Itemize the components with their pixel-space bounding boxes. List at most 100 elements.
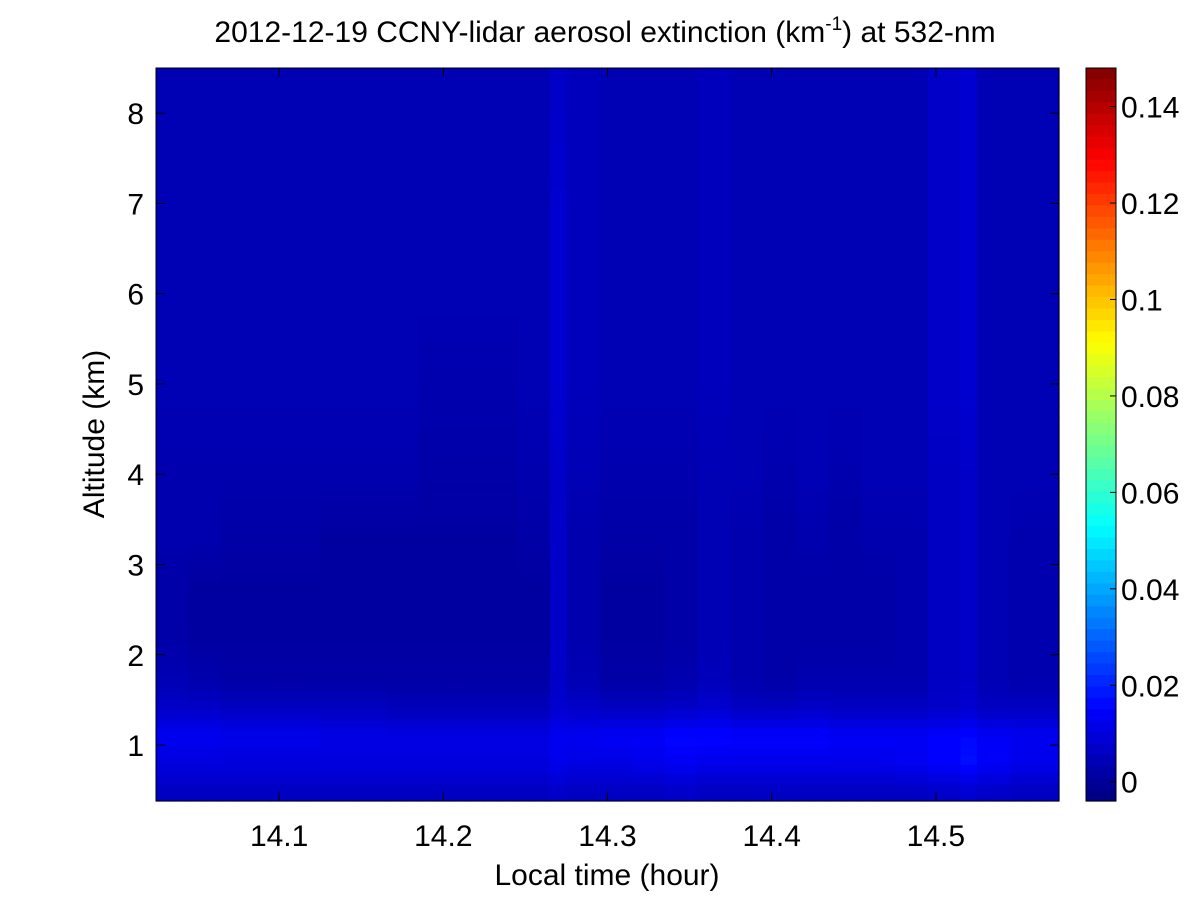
heatmap-cell (664, 645, 682, 655)
heatmap-cell (221, 746, 239, 756)
heatmap-cell (500, 590, 518, 601)
colorbar-segment (1086, 434, 1116, 447)
heatmap-cell (254, 269, 272, 280)
heatmap-cell (861, 397, 879, 408)
heatmap-cell (615, 764, 633, 775)
heatmap-cell (730, 571, 748, 582)
heatmap-cell (582, 755, 600, 765)
heatmap-cell (615, 709, 633, 720)
heatmap-cell (878, 654, 896, 665)
heatmap-cell (369, 370, 387, 381)
heatmap-cell (451, 562, 469, 573)
heatmap-cell (451, 636, 469, 646)
heatmap-cell (451, 718, 469, 729)
heatmap-cell (911, 397, 929, 408)
heatmap-cell (221, 755, 239, 765)
heatmap-cell (582, 223, 600, 234)
heatmap-cell (353, 773, 371, 784)
heatmap-cell (599, 187, 617, 197)
heatmap-cell (845, 122, 863, 133)
heatmap-cell (911, 260, 929, 271)
heatmap-cell (599, 516, 617, 527)
heatmap-cell (435, 333, 453, 344)
heatmap-cell (697, 617, 715, 628)
heatmap-cell (615, 782, 633, 793)
heatmap-cell (500, 95, 518, 106)
heatmap-cell (1009, 95, 1027, 106)
heatmap-cell (878, 645, 896, 655)
heatmap-cell (500, 516, 518, 527)
heatmap-cell (418, 205, 436, 216)
heatmap-cell (1026, 654, 1044, 665)
heatmap-cell (287, 104, 305, 115)
heatmap-cell (664, 461, 682, 472)
heatmap-cell (681, 104, 699, 115)
heatmap-cell (320, 122, 338, 133)
heatmap-cell (287, 168, 305, 179)
heatmap-cell (927, 434, 945, 445)
heatmap-cell (156, 287, 174, 298)
heatmap-cell (796, 516, 814, 527)
heatmap-cell (845, 654, 863, 665)
heatmap-cell (238, 709, 256, 720)
colorbar-segment (1086, 663, 1116, 676)
heatmap-cell (353, 159, 371, 170)
heatmap-cell (369, 718, 387, 729)
heatmap-cell (303, 498, 321, 509)
heatmap-cell (993, 342, 1011, 353)
heatmap-cell (599, 700, 617, 710)
heatmap-cell (615, 342, 633, 353)
heatmap-cell (188, 278, 206, 289)
heatmap-cell (369, 86, 387, 97)
heatmap-cell (205, 260, 223, 271)
heatmap-cell (205, 407, 223, 417)
heatmap-cell (1026, 223, 1044, 234)
heatmap-cell (550, 480, 568, 491)
heatmap-cell (451, 791, 469, 802)
heatmap-cell (681, 562, 699, 573)
heatmap-cell (664, 626, 682, 637)
heatmap-cell (353, 214, 371, 225)
heatmap-cell (156, 242, 174, 252)
heatmap-cell (517, 223, 535, 234)
heatmap-cell (796, 452, 814, 463)
heatmap-cell (385, 232, 403, 243)
heatmap-cell (812, 718, 830, 729)
heatmap-cell (878, 242, 896, 252)
heatmap-cell (829, 306, 847, 316)
heatmap-cell (566, 122, 584, 133)
heatmap-cell (911, 104, 929, 115)
heatmap-cell (303, 287, 321, 298)
heatmap-cell (861, 626, 879, 637)
heatmap-cell (779, 333, 797, 344)
heatmap-cell (976, 581, 994, 591)
heatmap-cell (796, 553, 814, 564)
heatmap-cell (648, 287, 666, 298)
heatmap-cell (632, 681, 650, 692)
heatmap-cell (976, 416, 994, 426)
heatmap-cell (385, 297, 403, 307)
heatmap-cell (172, 599, 190, 610)
heatmap-cell (205, 177, 223, 188)
heatmap-cell (976, 388, 994, 399)
heatmap-cell (812, 287, 830, 298)
heatmap-cell (172, 544, 190, 555)
heatmap-cell (911, 590, 929, 601)
heatmap-cell (829, 581, 847, 591)
heatmap-cell (615, 626, 633, 637)
heatmap-cell (993, 379, 1011, 390)
heatmap-cell (320, 223, 338, 234)
heatmap-cell (287, 681, 305, 692)
heatmap-cell (254, 260, 272, 271)
heatmap-cell (566, 141, 584, 152)
heatmap-cell (730, 535, 748, 546)
heatmap-cell (714, 132, 732, 142)
heatmap-cell (533, 278, 551, 289)
heatmap-cell (714, 150, 732, 161)
heatmap-cell (796, 260, 814, 271)
heatmap-cell (927, 122, 945, 133)
heatmap-cell (270, 700, 288, 710)
heatmap-cell (254, 86, 272, 97)
heatmap-cell (156, 461, 174, 472)
heatmap-cell (353, 315, 371, 326)
